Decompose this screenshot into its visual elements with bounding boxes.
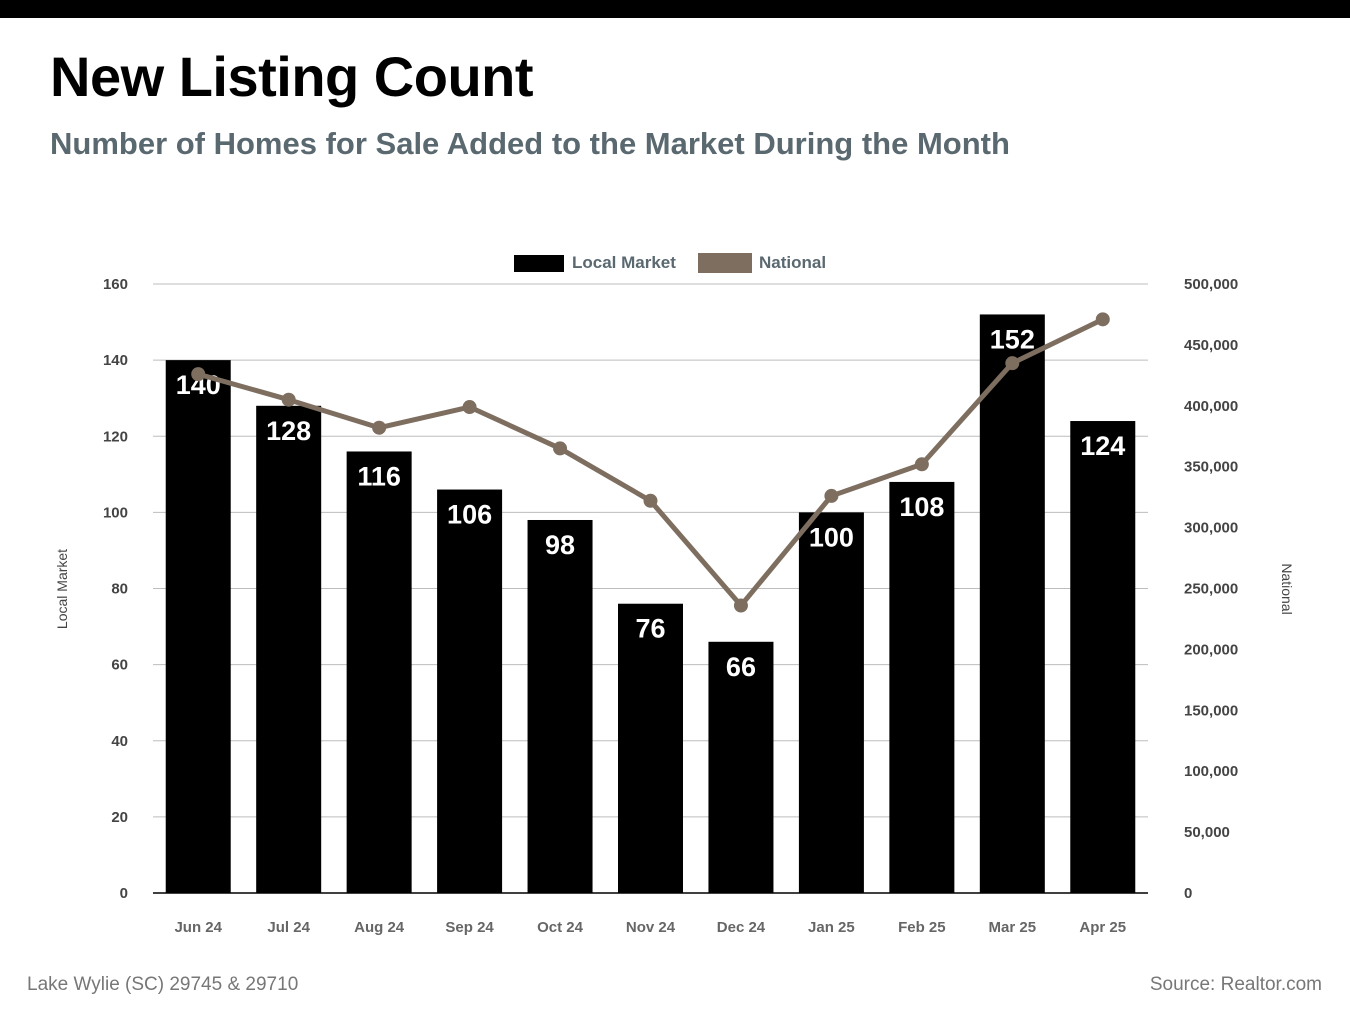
national-series-line — [197, 317, 1104, 609]
bar — [708, 641, 774, 893]
bar-value-label: 116 — [357, 461, 401, 491]
bar-value-label: 106 — [447, 500, 492, 530]
y2-tick-label: 150,000 — [1184, 702, 1238, 719]
x-tick-label: Jul 24 — [267, 919, 310, 936]
y2-tick-label: 400,000 — [1184, 398, 1238, 415]
x-tick-label: Oct 24 — [537, 919, 584, 936]
national-point — [733, 598, 748, 613]
x-tick-label: Feb 25 — [898, 919, 946, 936]
y-tick-label: 40 — [111, 733, 128, 750]
national-point — [1095, 312, 1110, 327]
bar — [798, 512, 864, 893]
x-tick-label: Dec 24 — [717, 919, 766, 936]
legend-label-local: Local Market — [572, 253, 676, 272]
national-point — [643, 493, 658, 508]
national-point — [281, 392, 296, 407]
x-tick-label: Jan 25 — [808, 919, 855, 936]
national-point — [1005, 356, 1020, 371]
bar — [346, 451, 412, 893]
y-tick-label: 120 — [103, 428, 128, 445]
page-title: New Listing Count — [50, 45, 534, 108]
national-point — [372, 420, 387, 435]
page-subtitle: Number of Homes for Sale Added to the Ma… — [50, 126, 1010, 161]
y2-tick-label: 450,000 — [1184, 337, 1238, 354]
bar-value-label: 128 — [266, 416, 311, 446]
y-axis-title: Local Market — [54, 549, 70, 629]
y-tick-label: 60 — [111, 657, 128, 674]
y2-tick-label: 100,000 — [1184, 763, 1238, 780]
y-tick-label: 140 — [103, 352, 128, 369]
bar-value-label: 98 — [545, 530, 575, 560]
x-tick-label: Jun 24 — [174, 919, 222, 936]
bar — [618, 603, 683, 893]
national-point — [462, 400, 477, 415]
bar — [256, 405, 322, 893]
bar — [979, 314, 1045, 893]
footer-source: Source: Realtor.com — [1149, 974, 1322, 995]
x-tick-label: Sep 24 — [445, 919, 494, 936]
y2-tick-label: 350,000 — [1184, 459, 1238, 476]
bar-value-label: 124 — [1080, 431, 1125, 461]
national-point — [914, 457, 929, 472]
bar — [527, 519, 593, 893]
y-tick-label: 20 — [111, 809, 128, 826]
legend-swatch-local — [514, 255, 564, 272]
legend-label-national: National — [759, 253, 826, 272]
bar-value-label: 66 — [726, 652, 756, 682]
top-bar — [0, 0, 1350, 18]
y2-tick-label: 250,000 — [1184, 581, 1238, 598]
bar-value-label: 108 — [899, 492, 944, 522]
y-tick-label: 160 — [103, 276, 128, 293]
footer-location: Lake Wylie (SC) 29745 & 29710 — [27, 974, 299, 995]
x-tick-label: Mar 25 — [989, 919, 1037, 936]
y-tick-label: 0 — [120, 885, 128, 902]
bar — [437, 489, 503, 893]
national-point — [191, 367, 206, 382]
x-tick-label: Apr 25 — [1079, 919, 1126, 936]
x-tick-label: Nov 24 — [626, 919, 676, 936]
y2-tick-label: 300,000 — [1184, 520, 1238, 537]
bar — [165, 360, 231, 893]
bar-value-label: 152 — [990, 324, 1035, 354]
bar-value-label: 100 — [809, 522, 854, 552]
y2-tick-label: 0 — [1184, 885, 1192, 902]
y2-axis-title: National — [1279, 563, 1295, 614]
bar — [1070, 421, 1136, 893]
national-point — [553, 441, 568, 456]
bar-value-label: 76 — [635, 614, 665, 644]
y-tick-label: 100 — [103, 504, 128, 521]
legend-swatch-national — [698, 253, 752, 273]
bar — [889, 481, 955, 893]
y2-tick-label: 50,000 — [1184, 824, 1230, 841]
x-tick-label: Aug 24 — [354, 919, 405, 936]
y2-tick-label: 200,000 — [1184, 641, 1238, 658]
y-tick-label: 80 — [111, 581, 128, 598]
national-point — [824, 488, 839, 503]
y2-tick-label: 500,000 — [1184, 276, 1238, 293]
